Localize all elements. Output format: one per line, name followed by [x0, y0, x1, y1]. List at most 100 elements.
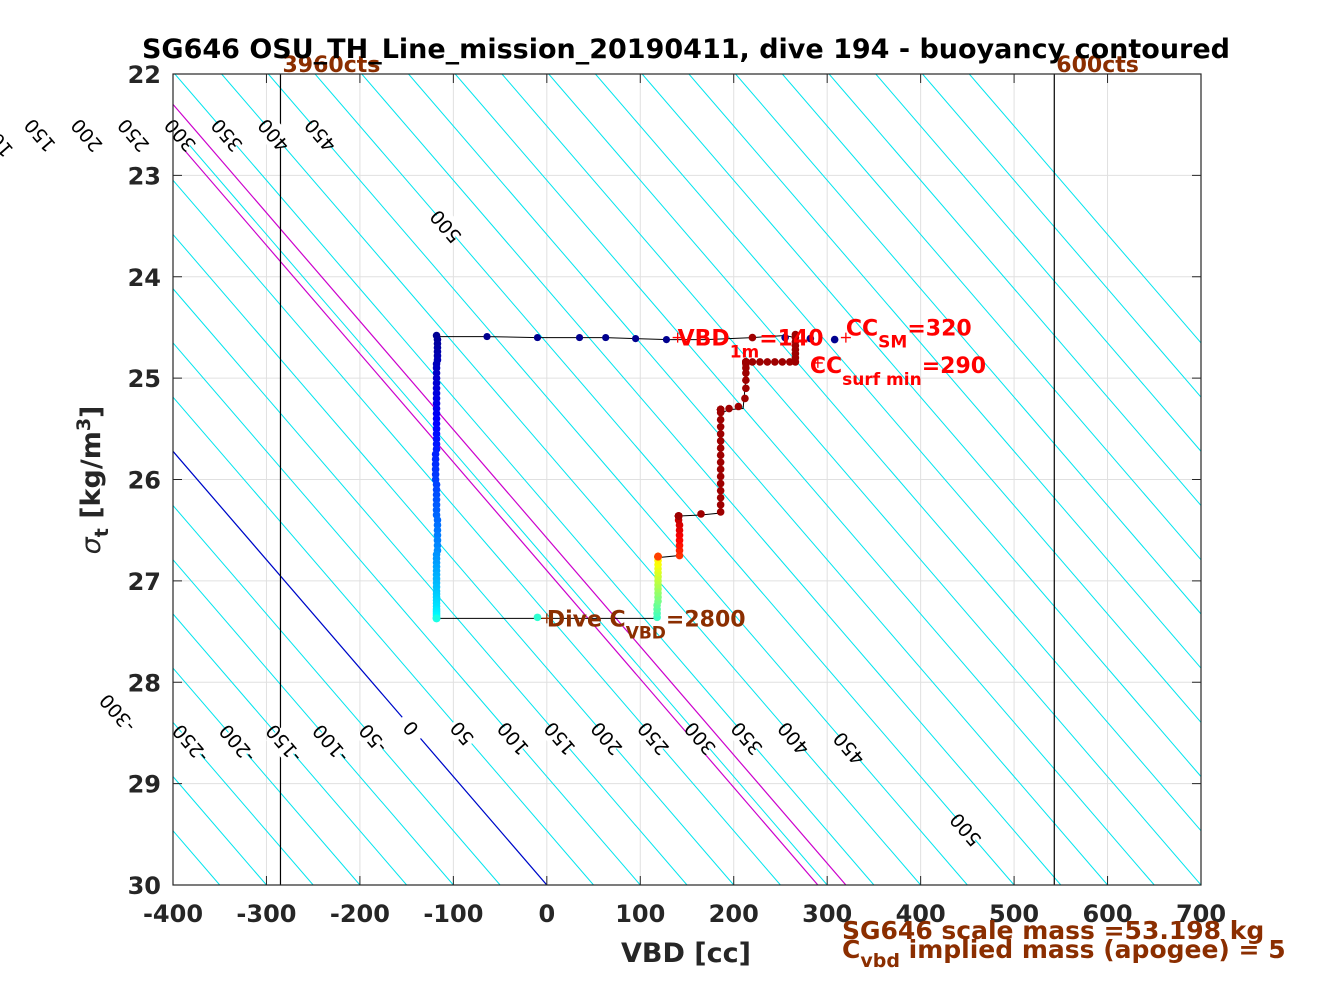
- x-tick-label: 700: [1176, 900, 1226, 928]
- data-point: [742, 384, 750, 393]
- y-tick-label: 28: [128, 669, 161, 697]
- data-point: [716, 451, 725, 459]
- data-point: [763, 358, 772, 366]
- y-tick-label: 22: [128, 61, 161, 89]
- x-tick-label: 400: [896, 900, 946, 928]
- annotation-sub: 1m: [730, 343, 760, 363]
- x-tick-label: 500: [989, 900, 1039, 928]
- annotation-sub: VBD: [626, 623, 666, 643]
- contour-line: [875, 74, 1201, 453]
- contour-label-bg: [635, 719, 672, 757]
- annotation-marker: [541, 613, 552, 624]
- x-tick-label: 100: [615, 900, 665, 928]
- contour-label-bg: [444, 714, 481, 752]
- contour-label-bg: [355, 719, 392, 757]
- contour-label-bg: [588, 719, 626, 757]
- axis-ticks: -400 -300 -200 -100 0 100 200 300 400 500 600 700 22…: [128, 61, 1226, 928]
- contour-label-bg: [255, 116, 293, 154]
- data-point: [716, 458, 725, 467]
- contour-label-bg: [728, 719, 766, 757]
- data-point: [716, 493, 725, 502]
- y-tick-label: 27: [128, 568, 161, 596]
- footer-scale-mass: SG646 scale mass =53.198 kg: [842, 916, 1264, 945]
- annotation-prefix: VBD: [678, 327, 730, 352]
- data-point: [654, 552, 662, 561]
- annotation-vbd1m: VBD1m=140: [678, 327, 824, 363]
- y-tick-label: 24: [128, 264, 161, 292]
- data-point: [632, 334, 640, 343]
- x-tick-label: -200: [330, 900, 390, 928]
- contour-label-bg: [947, 810, 985, 848]
- contour-line: [173, 287, 688, 885]
- contour-line: [781, 74, 1201, 561]
- data-point: [725, 404, 733, 413]
- contour-line: [361, 74, 1062, 885]
- annotation-marker: [812, 357, 823, 368]
- data-point: [716, 501, 725, 509]
- highlight-contour-line: [173, 450, 548, 885]
- x-tick-label: 0: [538, 900, 555, 928]
- x-tick-label: -300: [236, 900, 296, 928]
- contour-line: [688, 74, 1201, 669]
- data-point: [806, 334, 815, 343]
- data-point: [742, 358, 750, 366]
- contour-line: [828, 74, 1201, 507]
- data-point: [791, 330, 800, 339]
- contour-label-bg: [115, 116, 153, 154]
- data-point: [771, 358, 779, 366]
- footer-c-sub: vbd: [860, 950, 900, 972]
- contour-label-bg: [312, 724, 350, 762]
- y-tick-label: 23: [128, 162, 161, 190]
- x-tick-label: 200: [709, 900, 759, 928]
- annotation-sub: surf min: [842, 370, 922, 390]
- contour-label-bg: [99, 694, 137, 732]
- data-point: [756, 358, 764, 366]
- contour-line: [314, 74, 1015, 885]
- y-axis-label: σt [kg/m3]: [73, 406, 113, 555]
- x-tick-label: -400: [143, 900, 203, 928]
- contour-line: [173, 233, 735, 885]
- contour-line: [548, 74, 1201, 832]
- contour-line: [173, 504, 501, 885]
- footer-c: C: [842, 935, 860, 964]
- contour-label-bg: [682, 719, 719, 757]
- contour-line: [641, 74, 1201, 724]
- contour-label-bg: [172, 724, 210, 762]
- data-point: [781, 333, 789, 342]
- contour-label-bg: [495, 719, 532, 757]
- contour-line: [173, 179, 781, 885]
- contour-label-bg: [68, 116, 106, 154]
- data-point: [533, 613, 542, 622]
- chart-title: SG646 OSU_TH_Line_mission_20190411, dive…: [142, 34, 1230, 65]
- data-point: [716, 437, 725, 445]
- data-point: [533, 333, 542, 342]
- data-point: [716, 508, 725, 516]
- data-point: [716, 422, 725, 431]
- annotation-marker: [672, 332, 683, 343]
- data-point: [697, 510, 705, 518]
- data-point: [778, 358, 787, 366]
- data-point: [575, 333, 584, 342]
- contour-label-bg: [542, 719, 579, 757]
- annotation-suffix: =2800: [666, 607, 746, 632]
- annotation-divec: Dive CVBD=2800: [547, 607, 746, 643]
- contour-label-bg: [209, 116, 246, 154]
- data-point: [716, 430, 725, 438]
- annotation-ccsm: CCSM=320: [846, 317, 972, 353]
- data-point: [716, 405, 725, 414]
- buoyancy-contours: [173, 74, 1201, 885]
- contour-line: [968, 74, 1201, 344]
- data-point: [830, 335, 839, 344]
- contour-line: [173, 396, 594, 885]
- contour-line: [735, 74, 1201, 615]
- data-point: [786, 358, 794, 366]
- y-tick-label: 29: [128, 771, 161, 799]
- contour-line: [173, 125, 828, 885]
- data-point: [483, 332, 491, 341]
- contour-line: [221, 74, 922, 885]
- contour-line: [454, 74, 1155, 885]
- annotation-ccsurf: CCsurf min=290: [810, 354, 986, 390]
- contour-label-bg: [775, 719, 813, 757]
- annotation-prefix: CC: [846, 317, 878, 342]
